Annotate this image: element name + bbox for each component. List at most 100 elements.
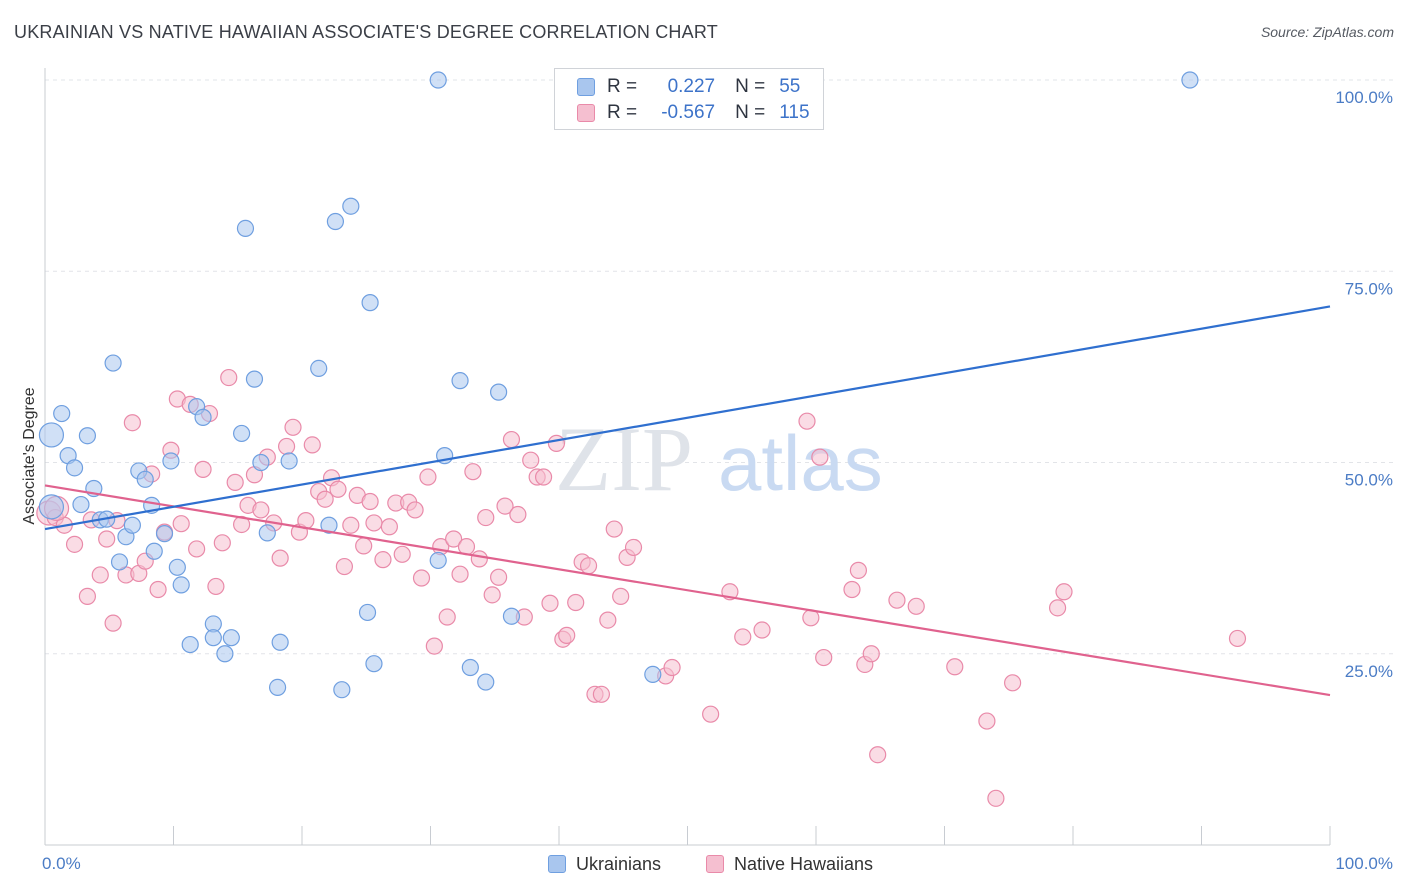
native-hawaiian-point [849,561,868,579]
ukrainian-point [78,427,97,445]
legend-n-value: 55 [779,76,801,97]
native-hawaiian-point [907,597,925,615]
native-hawaiian-point [172,515,190,533]
ukrainian-point [358,603,377,622]
native-hawaiian-point [888,591,906,609]
legend-n-value: 115 [779,102,810,123]
legend-r-value: -0.567 [661,102,716,123]
native-hawaiian-point [547,434,566,452]
native-hawaiian-point [815,648,833,667]
ukrainian-point [53,404,71,423]
bottom-swatch-blue [548,855,566,873]
ukrainian-point [233,424,251,443]
native-hawaiian-point [316,490,334,508]
ukrainian-point [38,494,65,520]
trend-lines [44,305,1331,697]
native-hawaiian-point [843,580,861,599]
ukrainian-point [310,359,328,378]
ukrainian-point [361,294,379,312]
native-hawaiian-point [798,412,816,430]
bottom-swatch-pink [706,855,724,873]
y-tick-label: 100.0% [1335,88,1393,107]
ukrainian-point [136,470,154,488]
native-hawaiian-point [303,436,321,454]
ukrainian-point [181,635,199,654]
native-hawaiian-point [946,658,964,676]
ukrainian-point [644,665,662,684]
native-hawaiian-point [226,473,244,491]
native-hawaiian-point [599,611,617,629]
legend-n-label: N = [735,102,766,123]
native-hawaiian-point [380,518,398,536]
x-tick-label: 0.0% [42,854,81,873]
ukrainian-point [271,633,289,651]
chart-source: Source: ZipAtlas.com [1260,24,1394,40]
native-hawaiian-point [438,608,456,626]
ukrainian-point [216,645,234,663]
native-hawaiian-point [65,535,84,553]
native-hawaiian-point [277,437,296,456]
legend-row-native-hawaiians: R = -0.567 N = 115 [577,101,810,125]
native-hawaiian-point [978,712,996,730]
ukrainians-points [38,71,1199,699]
ukrainian-point [155,525,174,543]
native-hawaiians-trend-line [44,484,1331,697]
native-hawaiian-point [579,557,598,575]
ukrainian-point [477,673,495,691]
tick-labels: 25.0% 50.0% 75.0% 100.0% 0.0% 100.0% [42,88,1393,873]
ukrainian-point [451,372,469,390]
ukrainian-point [1181,71,1199,89]
native-hawaiian-point [207,577,225,596]
native-hawaiian-point [1004,674,1022,692]
native-hawaiian-point [663,658,681,677]
native-hawaiian-point [329,480,347,498]
ukrainian-point [65,459,84,477]
ukrainian-point [429,71,447,89]
ukrainian-point [162,452,180,470]
native-hawaiian-point [558,626,576,644]
y-tick-label: 25.0% [1345,662,1393,681]
native-hawaiian-point [451,565,469,583]
native-hawaiian-point [412,569,431,587]
watermark-zip: ZIP [555,408,693,510]
native-hawaiian-point [213,534,231,552]
native-hawaiian-point [1048,599,1067,617]
native-hawaiian-point [502,430,521,449]
axes [44,68,1331,846]
ukrainian-point [222,629,240,647]
native-hawaiian-point [753,621,771,639]
native-hawaiian-point [271,549,289,567]
watermark-atlas: atlas [718,419,883,507]
y-tick-label: 50.0% [1345,471,1393,490]
ukrainian-point [502,607,521,625]
bottom-legend-label: Ukrainians [576,853,662,874]
ukrainian-point [245,370,264,388]
y-axis-label: Associate's Degree [21,387,38,524]
native-hawaiian-point [425,637,443,655]
native-hawaiian-point [220,368,238,387]
ukrainian-point [268,678,287,697]
native-hawaiian-point [490,568,508,586]
native-hawaiian-point [811,448,829,466]
ukrainian-point [252,453,270,472]
native-hawaiian-point [361,492,379,511]
ukrainian-point [280,452,298,470]
ukrainian-point [326,212,345,231]
native-hawaiian-point [91,566,109,584]
native-hawaiian-point [522,451,540,469]
native-hawaiian-point [483,586,501,604]
ukrainian-point [342,197,360,215]
native-hawaiian-point [445,530,463,548]
native-hawaiian-point [1228,629,1247,648]
native-hawaiian-point [470,550,488,568]
native-hawaiian-point [509,505,527,524]
grid [45,79,1395,655]
native-hawaiian-point [98,530,116,548]
bottom-legend-ukrainians: Ukrainians [548,852,661,876]
native-hawaiian-point [149,580,167,599]
native-hawaiian-point [987,789,1005,807]
legend-row-ukrainians: R = 0.227 N = 55 [577,75,800,99]
legend-n-label: N = [735,76,766,97]
native-hawaiian-point [464,463,482,481]
